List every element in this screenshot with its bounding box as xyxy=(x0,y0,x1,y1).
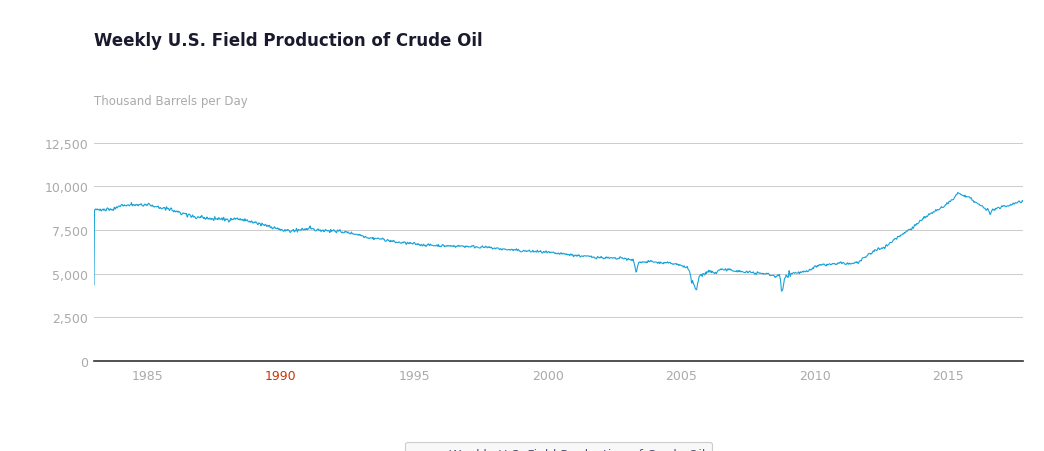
Text: Thousand Barrels per Day: Thousand Barrels per Day xyxy=(94,95,247,108)
Text: Weekly U.S. Field Production of Crude Oil: Weekly U.S. Field Production of Crude Oi… xyxy=(94,32,482,50)
Legend: Weekly U.S. Field Production of Crude Oil: Weekly U.S. Field Production of Crude Oi… xyxy=(405,442,712,451)
